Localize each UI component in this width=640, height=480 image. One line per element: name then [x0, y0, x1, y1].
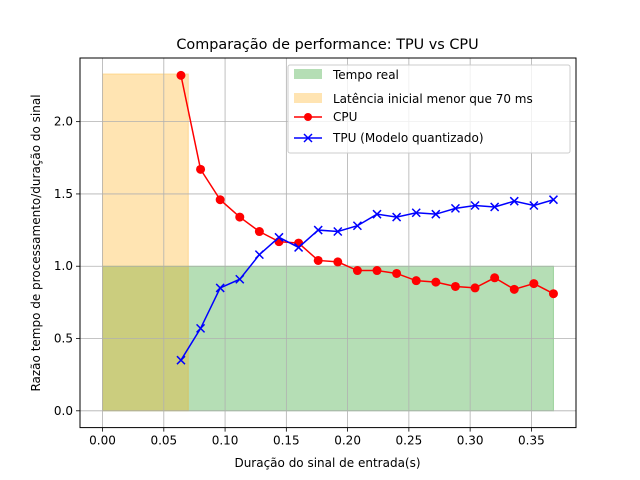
x-axis-label: Duração do sinal de entrada(s): [234, 456, 420, 470]
series-0-point-16: [490, 273, 500, 283]
series-0-point-7: [313, 255, 323, 265]
series-0-point-8: [333, 257, 343, 267]
series-0-point-18: [529, 279, 539, 289]
plot-frame: [79, 57, 577, 429]
x-tick-label-4: 0.20: [334, 434, 361, 448]
y-tick-label-0: 0.0: [54, 404, 73, 418]
series-1-point-4: [254, 250, 264, 260]
series-1-point-19: [548, 195, 558, 205]
x-tick-label-2: 0.10: [212, 434, 239, 448]
legend-box: [287, 64, 571, 154]
x-tick-label-5: 0.25: [396, 434, 423, 448]
series-0-point-12: [411, 276, 421, 286]
series-0-point-17: [509, 284, 519, 294]
legend: Tempo real Latência inicial menor que 70…: [287, 64, 571, 154]
x-tick-label-6: 0.30: [457, 434, 484, 448]
y-tick-label-2: 1.0: [54, 259, 73, 273]
chart-title: Comparação de performance: TPU vs CPU: [176, 37, 478, 53]
y-axis-label: Razão tempo de processamento/duração do …: [29, 94, 43, 391]
series-1-point-8: [333, 226, 343, 237]
series-1-point-0: [176, 355, 186, 365]
series-1-point-9: [352, 221, 362, 231]
series-1-point-5: [274, 232, 284, 242]
y-tick-label-4: 2.0: [54, 115, 73, 129]
series-1-point-7: [313, 225, 323, 235]
legend-marker-tpu: [303, 133, 313, 143]
legend-swatch-latencia: [294, 93, 322, 103]
region-1: [102, 73, 189, 412]
legend-label-cpu: CPU: [333, 110, 357, 124]
series-1-point-16: [490, 202, 500, 212]
series-0-point-2: [215, 195, 225, 205]
series-1-point-1: [196, 323, 206, 333]
series-1-point-13: [431, 209, 441, 219]
series-0-point-11: [392, 268, 402, 278]
y-tick-label-3: 1.5: [54, 187, 73, 201]
series-0-point-3: [235, 212, 245, 222]
series-0-point-1: [196, 164, 206, 174]
series-1-point-2: [215, 283, 225, 293]
series-0-point-14: [450, 281, 460, 291]
series-1-point-12: [411, 208, 421, 218]
series-1-point-15: [470, 200, 480, 211]
series-1-point-11: [392, 212, 402, 222]
series-0-point-10: [372, 266, 382, 276]
series-0-point-4: [254, 227, 264, 237]
series-0-point-13: [431, 277, 441, 287]
x-tick-label-1: 0.05: [150, 434, 177, 448]
series-0-point-15: [470, 283, 480, 293]
x-tick-label-3: 0.15: [273, 434, 300, 448]
legend-label-tpu: TPU (Modelo quantizado): [332, 131, 484, 145]
x-tick-label-7: 0.35: [518, 434, 545, 448]
legend-label-tempo-real: Tempo real: [332, 68, 399, 82]
series-1-point-17: [509, 196, 519, 206]
legend-swatch-tempo-real: [294, 69, 322, 79]
legend-label-latencia: Latência inicial menor que 70 ms: [333, 92, 533, 106]
series-1-point-18: [529, 200, 539, 211]
legend-marker-cpu: [304, 113, 312, 121]
series-1-point-6: [294, 242, 304, 252]
series-0-point-19: [548, 289, 558, 299]
series-0-point-0: [176, 70, 186, 80]
series-0-point-9: [352, 266, 362, 276]
y-tick-label-1: 0.5: [54, 332, 73, 346]
x-tick-label-0: 0.00: [89, 434, 116, 448]
series-1-point-3: [235, 274, 245, 284]
series-1-point-10: [372, 209, 382, 219]
series-1-point-14: [450, 203, 460, 213]
